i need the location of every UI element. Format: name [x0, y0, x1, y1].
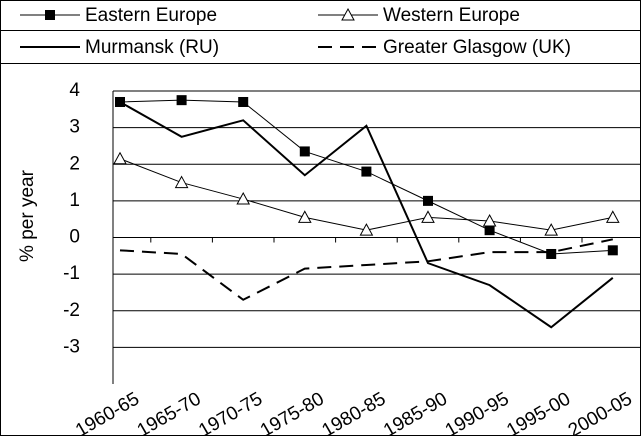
legend-label: Greater Glasgow (UK): [383, 37, 571, 58]
data-point: [484, 225, 495, 236]
y-tick-label: 2: [69, 153, 80, 174]
y-tick-label: -3: [63, 336, 80, 357]
data-point: [174, 175, 189, 189]
data-point: [238, 96, 249, 107]
series-line: [119, 101, 614, 329]
data-point: [359, 223, 374, 236]
y-tick-label: 4: [69, 80, 80, 101]
data-point: [544, 223, 559, 236]
data-point: [299, 146, 310, 157]
y-tick-label: 0: [69, 227, 80, 248]
data-point: [176, 95, 187, 106]
data-point: [297, 210, 312, 223]
data-point: [421, 210, 435, 223]
legend-label: Western Europe: [383, 5, 520, 26]
y-tick-label: -1: [63, 263, 80, 284]
y-tick-label: -2: [63, 300, 80, 321]
data-point: [361, 166, 372, 177]
legend-label: Murmansk (RU): [85, 37, 219, 58]
y-axis-title: % per year: [17, 169, 38, 262]
legend-label: Eastern Europe: [85, 5, 217, 26]
legend-marker: [341, 7, 355, 21]
legend-marker: [45, 10, 55, 20]
data-point: [482, 213, 497, 227]
data-point: [546, 248, 557, 259]
data-point: [113, 151, 127, 165]
y-tick-label: 1: [69, 190, 80, 211]
data-point: [607, 245, 618, 256]
data-point: [423, 195, 433, 206]
data-point: [236, 191, 251, 205]
series-line: [119, 238, 614, 301]
y-tick-label: 3: [69, 117, 80, 138]
data-point: [605, 210, 620, 223]
